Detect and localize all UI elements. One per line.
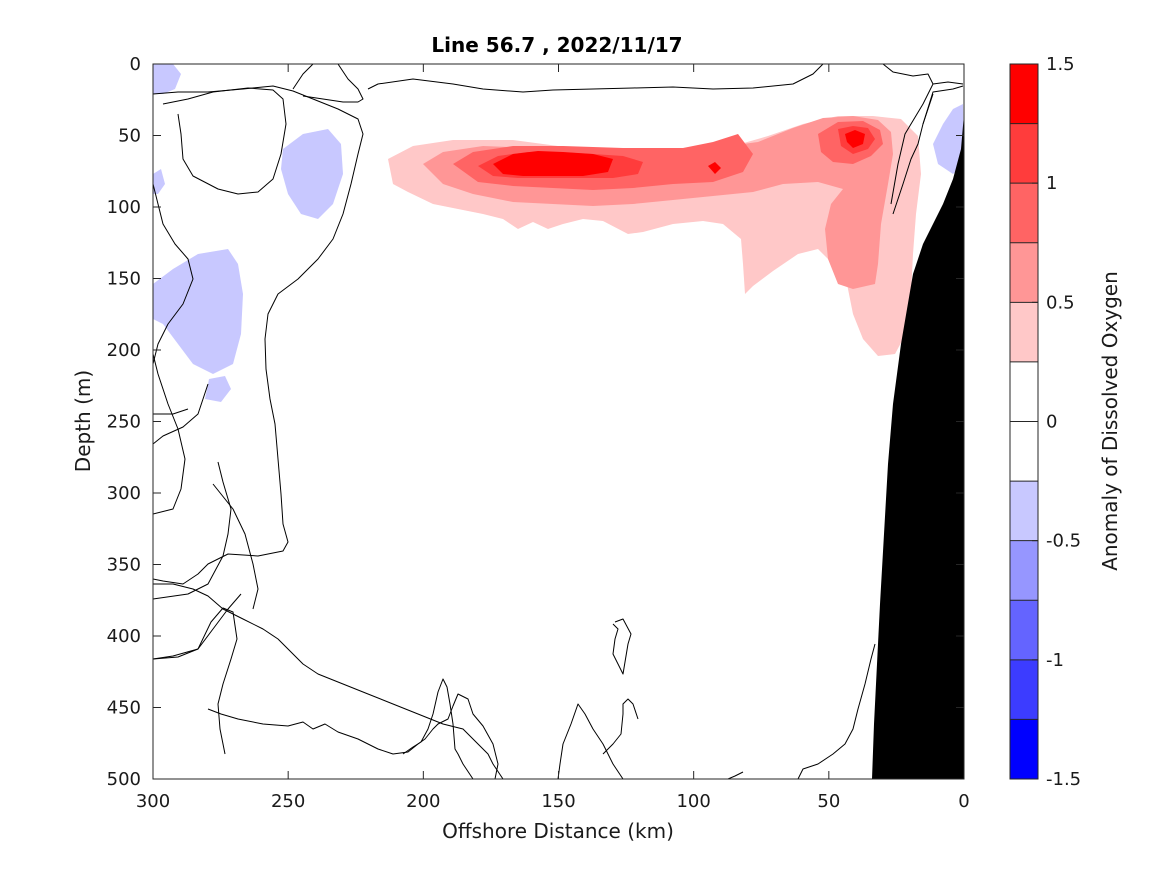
- zero-contour-line: [922, 85, 964, 125]
- anomaly-region: [153, 249, 243, 374]
- x-tick-label: 100: [676, 791, 710, 812]
- anomaly-regions: [153, 64, 964, 564]
- zero-contour-line: [932, 81, 964, 85]
- zero-contour-line: [212, 483, 259, 610]
- zero-contour-line: [557, 703, 624, 779]
- zero-contour-line: [153, 408, 189, 415]
- anomaly-region: [518, 529, 548, 564]
- x-tick-label: 300: [136, 791, 170, 812]
- anomaly-region: [493, 151, 613, 176]
- colorbar-swatch: [1010, 242, 1038, 303]
- plot-area: 300 250 200 150 100 50 0 050100150200250300350…: [107, 54, 970, 812]
- zero-contour-line: [207, 693, 499, 779]
- colorbar-tick-label: -1.5: [1046, 769, 1081, 790]
- zero-contour-line: [153, 593, 242, 660]
- zero-contour-line: [153, 461, 232, 600]
- zero-contour-line: [402, 678, 474, 779]
- chart-title: Line 56.7 , 2022/11/17: [431, 33, 682, 57]
- colorbar-swatch: [1010, 123, 1038, 184]
- bathymetry-layer: [872, 114, 964, 779]
- y-tick-label: 200: [107, 340, 141, 361]
- zero-contours: [153, 64, 964, 779]
- y-tick-label: 500: [107, 769, 141, 790]
- anomaly-region: [205, 116, 248, 169]
- zero-contour-line: [153, 183, 194, 365]
- colorbar-swatch: [1010, 540, 1038, 601]
- colorbar-swatch: [1010, 183, 1038, 243]
- zero-contour-line: [153, 607, 238, 755]
- colorbar-swatch: [1010, 719, 1038, 779]
- y-axis: 0 50 100 150 200 250 300 350 400 450 500: [107, 54, 964, 790]
- anomaly-region: [845, 130, 865, 148]
- zero-contour-line: [153, 353, 186, 515]
- y-tick-label: 150: [107, 269, 141, 290]
- x-tick-label: 200: [406, 791, 440, 812]
- colorbar-swatch: [1010, 659, 1038, 720]
- zero-contour-line: [367, 64, 934, 205]
- anomaly-region: [281, 129, 343, 219]
- y-tick-label: 400: [107, 626, 141, 647]
- zero-contour-line: [292, 64, 364, 103]
- colorbar-title: Anomaly of Dissolved Oxygen: [1098, 271, 1122, 571]
- y-axis-title: Depth (m): [71, 370, 95, 472]
- colorbar-tick-label: 1.5: [1046, 54, 1075, 75]
- colorbar-swatch: [1010, 421, 1038, 482]
- y-tick-label: 250: [107, 412, 141, 433]
- x-tick-label: 150: [541, 791, 575, 812]
- y-tick-label: 300: [107, 483, 141, 504]
- colorbar-tick-label: 0.5: [1046, 292, 1075, 313]
- x-axis-title: Offshore Distance (km): [442, 819, 674, 843]
- y-tick-label: 50: [118, 126, 141, 147]
- colorbar-swatch: [1010, 302, 1038, 362]
- y-tick-label: 100: [107, 197, 141, 218]
- zero-contour-line: [797, 643, 876, 779]
- colorbar-tick-label: 0: [1046, 412, 1057, 433]
- x-tick-label: 250: [271, 791, 305, 812]
- anomaly-region: [205, 376, 231, 402]
- anomaly-region: [153, 169, 165, 194]
- anomaly-region: [153, 64, 181, 94]
- zero-contour-line: [612, 618, 632, 675]
- colorbar-swatch: [1010, 64, 1038, 124]
- colorbar-swatches: [1010, 64, 1038, 779]
- zero-contour-line: [153, 85, 364, 585]
- colorbar-tick-label: 1: [1046, 173, 1057, 194]
- zero-contour-line: [602, 698, 639, 755]
- x-tick-label: 0: [958, 791, 969, 812]
- colorbar-tick-label: -1: [1046, 650, 1064, 671]
- bathymetry-seafloor: [872, 114, 964, 779]
- colorbar-tick-label: -0.5: [1046, 531, 1081, 552]
- zero-contour-line: [162, 87, 287, 195]
- colorbar-swatch: [1010, 600, 1038, 660]
- x-tick-label: 50: [817, 791, 840, 812]
- y-tick-label: 350: [107, 555, 141, 576]
- x-axis: 300 250 200 150 100 50 0: [136, 64, 970, 812]
- anomaly-region: [708, 162, 721, 174]
- colorbar-ticks: 1.5 1 0.5 0 -0.5 -1 -1.5: [1032, 54, 1081, 790]
- y-tick-label: 0: [130, 54, 141, 75]
- colorbar: 1.5 1 0.5 0 -0.5 -1 -1.5: [1009, 54, 1081, 790]
- zero-contour-line: [727, 771, 744, 779]
- anomaly-region: [153, 494, 165, 539]
- anomaly-region: [933, 104, 964, 174]
- zero-contour-line: [153, 583, 504, 779]
- zero-contour-line: [153, 383, 209, 445]
- colorbar-swatch: [1010, 481, 1038, 541]
- y-tick-label: 450: [107, 698, 141, 719]
- colorbar-swatch: [1010, 361, 1038, 422]
